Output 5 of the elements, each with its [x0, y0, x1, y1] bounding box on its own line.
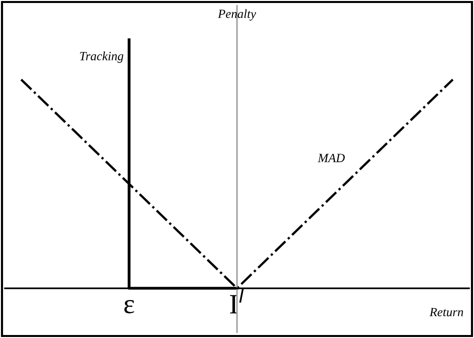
series-label: Tracking	[80, 52, 124, 63]
x-axis-title: Return	[430, 308, 464, 316]
ref-line-label: Penalty	[218, 9, 256, 21]
series-label: MAD	[318, 154, 345, 162]
x-tick-label: ε	[124, 300, 134, 314]
